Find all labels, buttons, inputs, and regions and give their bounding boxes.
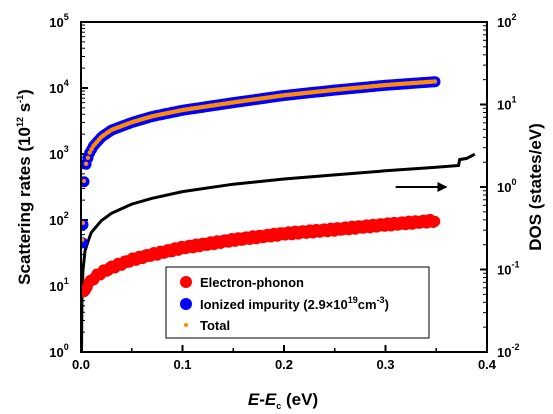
right-y-tick-label: 100 <box>497 177 516 195</box>
left-y-tick-label: 100 <box>49 342 68 360</box>
x-tick-label: 0.2 <box>275 357 293 372</box>
right-y-tick-label: 10-2 <box>497 342 519 360</box>
left-y-tick-label: 104 <box>49 78 68 96</box>
electron-phonon-point <box>429 215 441 227</box>
left-y-tick-label: 105 <box>49 12 68 30</box>
left-y-tick-label: 103 <box>49 144 68 162</box>
plot-area <box>81 76 476 352</box>
legend-marker-electron-phonon <box>180 276 192 288</box>
y-left-axis-title: Scattering rates (1012 s-1) <box>15 89 34 285</box>
total-point <box>432 79 438 84</box>
dos-line <box>81 152 476 352</box>
legend-marker-total <box>184 323 188 327</box>
x-axis-title: E-Ec (eV) <box>248 390 318 411</box>
legend: Electron-phonon Ionized impurity (2.9×10… <box>165 266 430 339</box>
x-tick-label: 0.1 <box>173 357 191 372</box>
right-y-tick-label: 101 <box>497 95 516 113</box>
legend-label-total: Total <box>200 318 230 333</box>
y-right-axis-title: DOS (states/eV) <box>526 123 545 251</box>
total-point <box>89 147 94 152</box>
right-y-tick-label: 10-1 <box>497 260 519 278</box>
total-point <box>83 161 89 166</box>
total-point <box>85 155 91 160</box>
x-tick-label: 0.4 <box>478 357 497 372</box>
left-y-tick-label: 101 <box>49 276 68 294</box>
left-y-tick-label: 102 <box>49 210 68 228</box>
right-y-tick-label: 102 <box>497 12 516 30</box>
plot-frame <box>80 21 488 353</box>
legend-marker-ionized-impurity <box>180 298 192 310</box>
legend-label-electron-phonon: Electron-phonon <box>200 275 304 290</box>
legend-label-ionized-impurity: Ionized impurity (2.9×1019cm-3) <box>200 295 389 312</box>
x-tick-label: 0.0 <box>72 357 90 372</box>
x-tick-label: 0.3 <box>376 357 394 372</box>
total-point <box>82 179 86 183</box>
legend-box <box>165 266 430 339</box>
total-point <box>87 150 92 155</box>
